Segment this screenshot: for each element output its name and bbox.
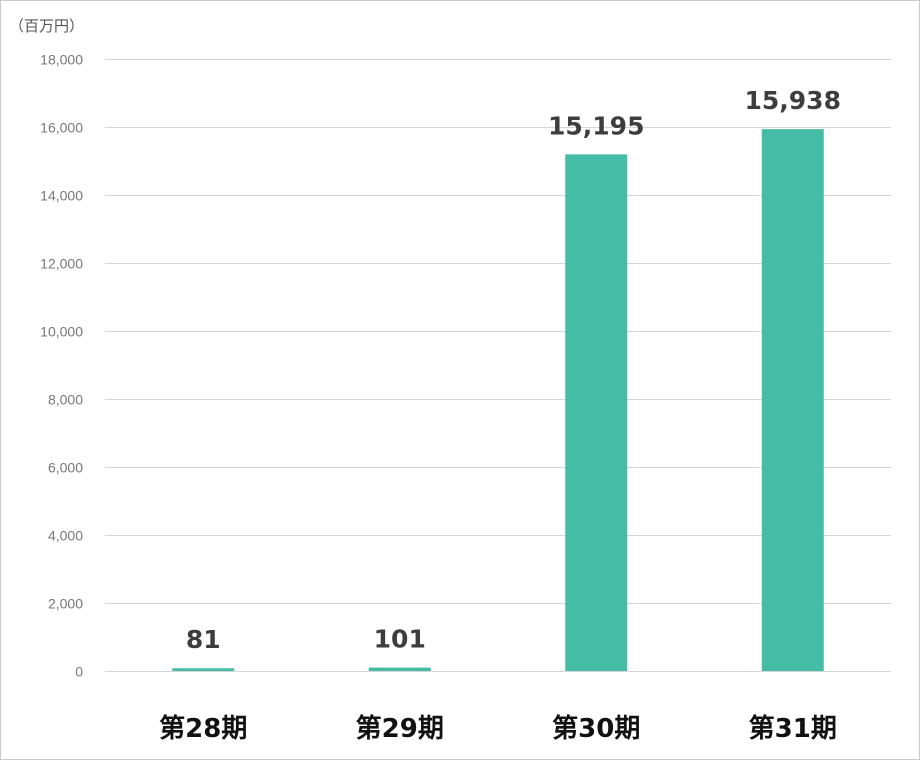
y-axis-ticks: 0 2,000 4,000 6,000 8,000 10,000 12,000 14,000 1… [40,52,83,680]
data-label: 15,938 [745,86,841,115]
grid-layer [105,59,891,672]
bars [172,129,824,671]
bar [172,668,235,671]
y-tick-label: 8,000 [48,392,83,408]
category-label: 第30期 [552,713,640,744]
y-tick-label: 4,000 [48,528,83,544]
y-tick-label: 12,000 [40,256,83,272]
y-tick-label: 14,000 [40,188,83,204]
y-tick-label: 6,000 [48,460,83,476]
data-label: 81 [186,625,221,654]
bar [565,154,628,671]
y-tick-label: 18,000 [40,52,83,68]
y-tick-label: 2,000 [48,596,83,612]
y-tick-label: 10,000 [40,324,83,340]
bar [368,667,431,671]
data-label: 15,195 [548,111,644,140]
unit-label: （百万円） [9,17,84,35]
category-label: 第28期 [159,713,247,744]
data-labels: 81 101 15,195 15,938 [186,86,841,654]
y-tick-label: 0 [75,664,83,680]
y-tick-label: 16,000 [40,120,83,136]
category-label: 第29期 [356,713,444,744]
bar [761,129,824,671]
category-labels: 第28期 第29期 第30期 第31期 [159,713,837,744]
data-label: 101 [374,625,426,654]
category-label: 第31期 [749,713,837,744]
